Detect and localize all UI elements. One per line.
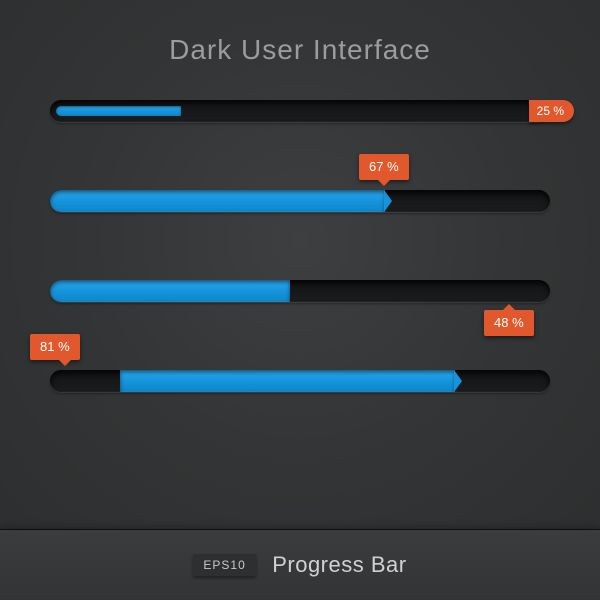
progress-tooltip-label: 81 %	[40, 339, 70, 354]
progress-bar-3[interactable]: 48 %	[50, 280, 550, 302]
progress-track: 25 %	[50, 100, 550, 122]
progress-fill	[50, 190, 385, 212]
page-title: Dark User Interface	[0, 34, 600, 66]
progress-track	[50, 370, 550, 392]
footer-badge: EPS10	[193, 554, 255, 576]
progress-tooltip: 48 %	[484, 310, 534, 336]
progress-end-label: 25 %	[529, 100, 574, 122]
progress-bar-group: 25 % 67 %	[50, 100, 550, 392]
progress-bar-4[interactable]: 81 %	[50, 370, 550, 392]
footer-title: Progress Bar	[272, 552, 406, 578]
progress-track	[50, 190, 550, 212]
progress-track	[50, 280, 550, 302]
progress-tooltip-label: 48 %	[494, 315, 524, 330]
progress-bar-1[interactable]: 25 %	[50, 100, 550, 122]
progress-tooltip: 81 %	[30, 334, 80, 360]
progress-tooltip: 67 %	[359, 154, 409, 180]
footer: EPS10 Progress Bar	[0, 552, 600, 578]
stage: Dark User Interface 25 % 67 %	[0, 0, 600, 600]
progress-fill	[120, 370, 455, 392]
progress-tooltip-label: 67 %	[369, 159, 399, 174]
progress-bar-2[interactable]: 67 %	[50, 190, 550, 212]
progress-fill	[50, 280, 290, 302]
progress-fill	[56, 106, 181, 116]
